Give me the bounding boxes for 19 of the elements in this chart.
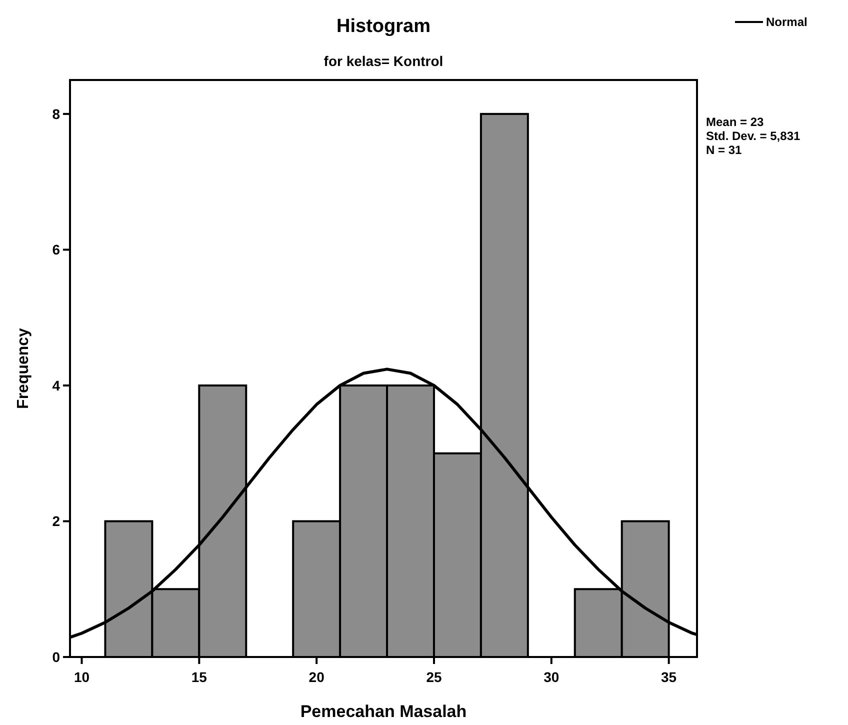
x-tick-label: 35: [661, 669, 677, 685]
x-tick-label: 25: [426, 669, 442, 685]
x-tick-label: 20: [308, 669, 325, 685]
y-axis-title: Frequency: [15, 328, 32, 409]
x-tick-label: 10: [74, 669, 90, 685]
x-tick-label: 30: [544, 669, 560, 685]
y-tick-label: 6: [52, 242, 60, 258]
legend-label: Normal: [766, 15, 808, 29]
x-axis-title: Pemecahan Masalah: [300, 702, 467, 721]
chart-subtitle: for kelas= Kontrol: [324, 53, 444, 69]
text: Mean = 23: [706, 115, 764, 129]
text: N = 31: [706, 143, 742, 157]
chart-title: Histogram: [336, 16, 430, 37]
y-tick-label: 0: [52, 649, 60, 665]
x-tick-label: 15: [191, 669, 208, 685]
text: Std. Dev. = 5,831: [706, 129, 800, 143]
y-tick-label: 2: [52, 513, 60, 530]
y-tick-label: 4: [52, 377, 60, 394]
y-tick-label: 8: [52, 106, 60, 122]
